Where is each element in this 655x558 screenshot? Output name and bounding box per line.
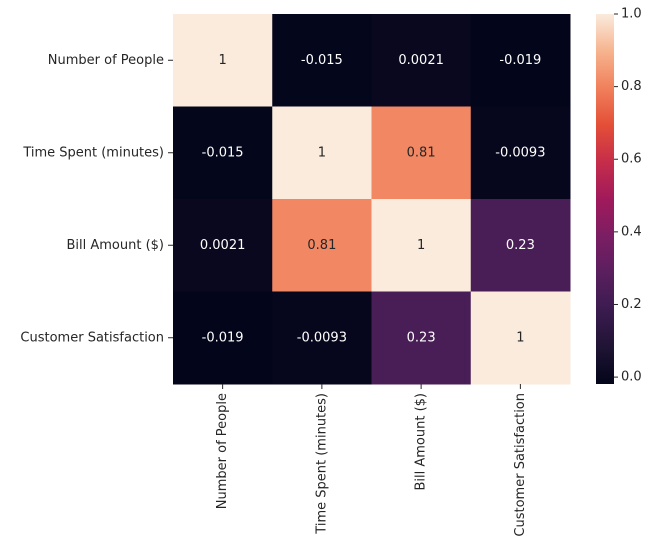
- cell-annotation: -0.015: [202, 145, 244, 160]
- cell-annotation: -0.0093: [297, 330, 347, 345]
- cell-annotation: 0.81: [407, 145, 436, 160]
- heatmap-cell: [272, 291, 372, 385]
- x-axis: Number of People Time Spent (minutes) Bill…: [215, 384, 528, 537]
- cell-annotation: -0.019: [202, 330, 244, 345]
- heatmap-cell: [470, 199, 571, 292]
- heatmap-cell: [371, 291, 472, 385]
- cell-annotation: -0.015: [301, 53, 343, 68]
- cell-annotation: -0.0093: [495, 145, 545, 160]
- colorbar-tick-label: 0.6: [621, 152, 642, 167]
- heatmap-annotations: 1 -0.015 0.0021 -0.019 -0.015 1 0.81 -0.0093 0.0…: [200, 53, 546, 346]
- cell-annotation: 0.0021: [398, 53, 444, 68]
- colorbar-tick-label: 0.2: [621, 297, 642, 312]
- heatmap-cell: [173, 291, 273, 385]
- heatmap-cell: [173, 199, 273, 292]
- heatmap-cell: [272, 199, 372, 292]
- heatmap-cell: [371, 106, 472, 200]
- x-tick-label: Bill Amount ($): [414, 393, 429, 491]
- y-tick-label: Time Spent (minutes): [22, 145, 164, 160]
- y-tick-label: Customer Satisfaction: [20, 330, 164, 345]
- colorbar-tick-label: 0.4: [621, 224, 642, 239]
- cell-annotation: 0.81: [307, 238, 336, 253]
- heatmap-cell: [371, 199, 472, 292]
- y-tick-label: Bill Amount ($): [66, 238, 164, 253]
- heatmap-cell: [173, 14, 273, 107]
- colorbar-tick-label: 0.0: [621, 370, 642, 385]
- heatmap-cell: [272, 106, 372, 200]
- x-tick-label: Customer Satisfaction: [513, 393, 528, 537]
- heatmap-cells: [173, 14, 571, 385]
- heatmap-cell: [470, 291, 571, 385]
- cell-annotation: -0.019: [499, 53, 541, 68]
- x-tick-label: Time Spent (minutes): [314, 393, 329, 535]
- x-tick-label: Number of People: [215, 393, 230, 509]
- heatmap-cell: [371, 14, 472, 107]
- cell-annotation: 1: [318, 145, 326, 160]
- cell-annotation: 0.0021: [200, 238, 246, 253]
- heatmap-cell: [173, 106, 273, 200]
- y-axis: Number of People Time Spent (minutes) Bill…: [20, 53, 173, 345]
- colorbar-tick-label: 1.0: [621, 7, 642, 22]
- cell-annotation: 0.23: [407, 330, 436, 345]
- cell-annotation: 1: [417, 238, 425, 253]
- colorbar-gradient: [596, 14, 614, 384]
- colorbar-tick-label: 0.8: [621, 79, 642, 94]
- cell-annotation: 1: [218, 53, 226, 68]
- colorbar: 0.0 0.2 0.4 0.6 0.8 1.0: [596, 7, 642, 385]
- heatmap-cell: [272, 14, 372, 107]
- cell-annotation: 1: [516, 330, 524, 345]
- heatmap-cell: [470, 106, 571, 200]
- heatmap-cell: [470, 14, 571, 107]
- y-tick-label: Number of People: [48, 53, 164, 68]
- cell-annotation: 0.23: [506, 238, 535, 253]
